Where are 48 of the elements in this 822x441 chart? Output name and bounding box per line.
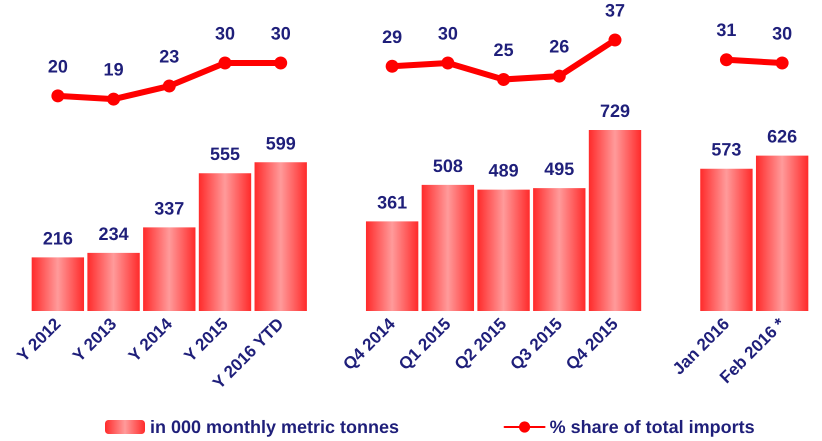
data-label: 25 xyxy=(494,40,514,60)
legend-label: % share of total imports xyxy=(550,417,755,437)
data-label: 599 xyxy=(266,133,296,154)
data-label: 26 xyxy=(549,36,570,57)
data-label: 508 xyxy=(432,156,463,176)
data-label: 30 xyxy=(270,24,291,44)
data-label: 30 xyxy=(438,24,458,44)
point xyxy=(386,60,399,73)
data-label: 37 xyxy=(604,0,626,20)
bar xyxy=(700,168,753,311)
data-label: 29 xyxy=(382,26,402,47)
point xyxy=(497,72,510,86)
bar xyxy=(366,221,418,311)
data-label: 31 xyxy=(716,20,736,40)
bar xyxy=(756,156,808,311)
point xyxy=(107,92,120,106)
data-label: 216 xyxy=(42,228,73,248)
data-label: 555 xyxy=(210,144,240,164)
data-label: 337 xyxy=(154,198,184,218)
point xyxy=(274,56,288,70)
data-label: 729 xyxy=(600,101,630,121)
data-label: 19 xyxy=(104,60,124,80)
bar xyxy=(87,252,140,311)
data-label: 489 xyxy=(488,160,519,181)
bar xyxy=(477,190,530,311)
bar xyxy=(533,188,586,311)
data-label: 20 xyxy=(48,56,68,76)
data-label: 30 xyxy=(772,24,792,44)
bar xyxy=(143,227,196,311)
point xyxy=(162,80,176,93)
point xyxy=(441,56,454,70)
point xyxy=(608,34,622,46)
bar xyxy=(422,184,474,311)
data-label: 626 xyxy=(767,126,798,147)
point xyxy=(552,70,566,83)
data-label: 573 xyxy=(711,140,742,160)
bar xyxy=(588,130,642,311)
bar xyxy=(198,173,252,311)
point xyxy=(218,56,232,70)
data-label: 495 xyxy=(544,159,574,180)
bar xyxy=(32,257,84,311)
data-label: 30 xyxy=(214,24,236,44)
data-label: 23 xyxy=(159,46,180,67)
point xyxy=(51,89,64,102)
data-label: 361 xyxy=(377,192,408,212)
bar xyxy=(254,162,307,311)
legend-label: in 000 monthly metric tonnes xyxy=(150,417,400,437)
data-label: 234 xyxy=(98,224,129,244)
